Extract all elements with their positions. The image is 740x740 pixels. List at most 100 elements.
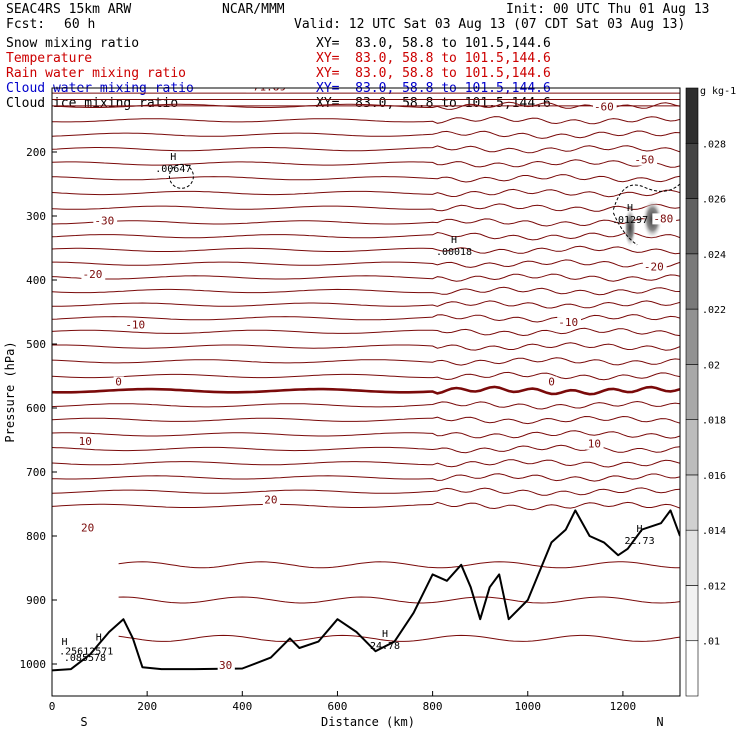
extremum-symbol: H xyxy=(382,629,388,640)
temperature-contour xyxy=(52,273,680,282)
temperature-contour-low xyxy=(118,634,680,642)
cloud-water-label: H xyxy=(62,637,68,648)
header-valid: Valid: 12 UTC Sat 03 Aug 13 (07 CDT Sat … xyxy=(294,17,686,32)
colorbar-label: .014 xyxy=(702,526,726,537)
y-tick-label: 400 xyxy=(26,274,46,287)
x-tick-label: 1000 xyxy=(515,700,542,713)
temperature-contour-label: -10 xyxy=(125,319,145,332)
temperature-contour xyxy=(52,101,680,111)
colorbar-label: .01 xyxy=(702,637,720,648)
y-tick-label: 500 xyxy=(26,338,46,351)
y-tick-label: 600 xyxy=(26,402,46,415)
plot-frame xyxy=(51,87,681,697)
temperature-contour xyxy=(52,400,680,410)
extremum-value: 22.73 xyxy=(625,536,655,547)
snow-contour xyxy=(612,212,638,246)
x-tick-label: 400 xyxy=(232,700,252,713)
colorbar-label: .026 xyxy=(702,195,726,206)
temperature-contour xyxy=(52,203,680,212)
colorbar-label: .018 xyxy=(702,416,726,427)
temperature-contour xyxy=(52,159,680,168)
contour-label-bg xyxy=(546,376,558,388)
cloud-water-label: .25612571 xyxy=(59,646,113,657)
colorbar-label: .016 xyxy=(702,471,726,482)
colorbar-unit: g kg-1 xyxy=(700,86,736,97)
x-end-label-left: S xyxy=(80,715,87,729)
field-name: Temperature xyxy=(6,51,93,66)
extremum-symbol: H xyxy=(170,152,176,163)
colorbar-label: .022 xyxy=(702,305,726,316)
y-tick-label: 200 xyxy=(26,146,46,159)
temperature-contour xyxy=(52,145,680,154)
x-tick-label: 600 xyxy=(328,700,348,713)
temperature-contour-label: 20 xyxy=(81,522,94,535)
contour-label-bg xyxy=(652,213,677,225)
y-tick-label: 800 xyxy=(26,530,46,543)
temperature-contour xyxy=(52,245,680,255)
y-tick-label: 900 xyxy=(26,594,46,607)
temperature-contour-label: 10 xyxy=(588,438,601,451)
extremum-value: .00018 xyxy=(436,247,472,258)
temperature-contour-low xyxy=(118,561,680,569)
field-xy: XY= 83.0, 58.8 to 101.5,144.6 xyxy=(316,51,551,66)
temperature-contour-label: -60 xyxy=(594,100,614,113)
temperature-contour-low xyxy=(118,596,680,604)
temperature-contour-label: 10 xyxy=(79,435,92,448)
temperature-contour xyxy=(52,259,680,268)
contour-label-bg xyxy=(557,317,581,329)
y-tick-label: 300 xyxy=(26,210,46,223)
x-axis-label: Distance (km) xyxy=(321,715,415,729)
colorbar-swatch xyxy=(685,640,699,697)
header-fcst-label: Fcst: xyxy=(6,17,46,32)
extremum-symbol: H xyxy=(627,203,633,214)
temperature-contour-label: 30 xyxy=(219,659,232,672)
temperature-contour-label: 0 xyxy=(115,376,122,389)
temperature-contour xyxy=(52,357,680,366)
x-tick-label: 0 xyxy=(49,700,56,713)
snow-shading xyxy=(624,207,637,248)
temperature-contour xyxy=(52,487,680,496)
contour-label-bg xyxy=(79,522,97,534)
temperature-contour-zero xyxy=(52,385,680,396)
extremum-value: 24.78 xyxy=(370,641,400,652)
contour-label-bg xyxy=(113,376,125,388)
contour-label-bg xyxy=(217,660,235,672)
plot-area: -60 -50 -30 -20 -20 -10 -10 0 0 10 10 20 20 30 -80 -71.… xyxy=(52,88,680,672)
contour-label-bg xyxy=(262,494,281,506)
header-model: SEAC4RS 15km ARW xyxy=(6,2,132,17)
colorbar-label: .024 xyxy=(702,250,726,261)
temperature-contour xyxy=(52,459,680,468)
temperature-contour xyxy=(52,300,680,309)
temperature-contour-label: -50 xyxy=(634,154,654,167)
temperature-contour xyxy=(52,444,680,454)
colorbar-label: .012 xyxy=(702,581,726,592)
contour-label-bg xyxy=(124,319,149,331)
temperature-contour-label: -30 xyxy=(94,214,114,227)
x-tick-label: 200 xyxy=(137,700,157,713)
temperature-contour xyxy=(52,473,680,482)
y-tick-label: 1000 xyxy=(20,658,47,671)
y-tick-label: 700 xyxy=(26,466,46,479)
x-tick-label: 800 xyxy=(423,700,443,713)
temperature-contour xyxy=(52,218,680,227)
field-name: Snow mixing ratio xyxy=(6,36,140,51)
temperature-contour xyxy=(52,286,680,296)
extremum-symbol: H xyxy=(637,524,643,535)
terrain-line xyxy=(52,509,680,672)
colorbar-swatch xyxy=(685,142,699,199)
colorbar-label: .028 xyxy=(702,139,726,150)
header-fcst-value: 60 h xyxy=(64,17,96,32)
temperature-contour-label: 0 xyxy=(548,376,555,389)
y-axis-label: Pressure (hPa) xyxy=(3,341,17,442)
temperature-contour xyxy=(52,231,680,241)
cloud-water-label: .085578 xyxy=(64,653,106,664)
header-org: NCAR/MMM xyxy=(222,2,285,17)
temperature-contour-label: 20 xyxy=(264,493,277,506)
field-xy: XY= 83.0, 58.8 to 101.5,144.6 xyxy=(316,36,551,51)
temperature-contour xyxy=(52,130,680,139)
x-tick-label: 1200 xyxy=(610,700,637,713)
contour-label-bg xyxy=(586,438,604,450)
colorbar-swatch xyxy=(685,198,699,255)
colorbar-label: .02 xyxy=(702,360,720,371)
